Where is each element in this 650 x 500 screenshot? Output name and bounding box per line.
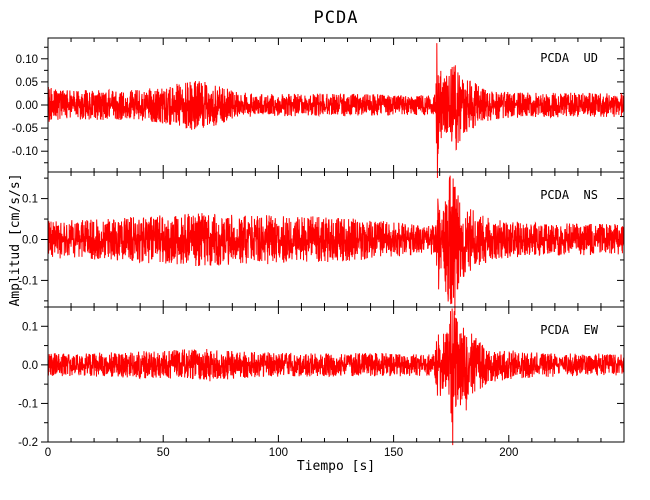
x-axis-label: Tiempo [s]	[296, 459, 376, 474]
panel-label-ew: PCDA EW	[540, 323, 598, 337]
y-tick-label: 0.0	[22, 360, 38, 372]
trace-ew	[48, 308, 624, 446]
y-tick-label: 0.00	[16, 100, 38, 112]
chart-title: PCDA	[313, 8, 359, 28]
x-tick-label: 100	[269, 447, 288, 459]
y-tick-label: 0.1	[22, 321, 38, 333]
panel-label-ns: PCDA NS	[540, 188, 598, 202]
x-tick-label: 150	[384, 447, 403, 459]
y-tick-label: -0.2	[18, 437, 38, 449]
y-tick-label: 0.0	[22, 235, 38, 247]
trace-ud	[48, 43, 624, 179]
y-tick-label: -0.05	[12, 123, 38, 135]
x-tick-label: 200	[499, 447, 518, 459]
trace-ns	[48, 175, 624, 316]
y-tick-label: 0.10	[16, 54, 38, 66]
y-tick-label: -0.1	[18, 398, 38, 410]
x-tick-label: 0	[45, 447, 51, 459]
y-tick-label: 0.05	[16, 77, 38, 89]
panel-label-ud: PCDA UD	[540, 51, 598, 65]
x-tick-label: 50	[157, 447, 170, 459]
panel-ew-frame	[47, 306, 625, 443]
y-tick-label: -0.1	[18, 275, 38, 287]
y-tick-label: 0.1	[22, 194, 38, 206]
y-tick-label: -0.10	[12, 146, 38, 158]
